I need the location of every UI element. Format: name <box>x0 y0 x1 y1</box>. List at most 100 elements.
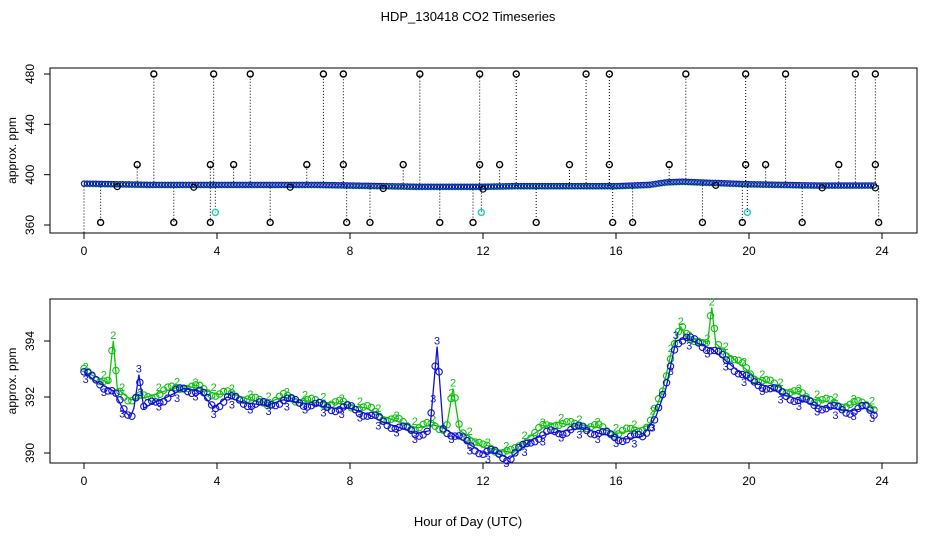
series-3-point <box>431 362 439 370</box>
series-2-marker-label: 2 <box>412 416 418 428</box>
top-point-blue <box>439 183 447 190</box>
series-3-marker-label: 3 <box>247 404 253 416</box>
series-3-point <box>778 388 786 396</box>
series-3-point <box>215 402 224 411</box>
top-point-blue <box>392 183 399 190</box>
series-2-point <box>658 387 667 395</box>
top-point-blue <box>532 182 540 190</box>
top-point-blue <box>843 182 851 189</box>
series-3-point <box>622 435 631 444</box>
series-2-point <box>112 366 120 375</box>
top-point-blue <box>858 182 866 189</box>
top-point-blue <box>152 181 159 188</box>
top-point-blue <box>95 180 103 187</box>
top-point-blue <box>230 181 237 188</box>
top-cyan-point <box>211 208 220 217</box>
top-spike-point-408 <box>399 160 407 169</box>
top-point-blue <box>652 180 659 187</box>
top-point-blue <box>311 181 318 188</box>
series-2-marker-label: 2 <box>650 406 656 418</box>
series-3-point <box>187 389 196 398</box>
top-point-blue <box>421 183 429 190</box>
series-3-point <box>870 411 878 419</box>
top-point-blue <box>344 182 351 189</box>
series-2-point <box>734 356 743 365</box>
top-point-blue <box>634 182 641 189</box>
series-3-marker-label: 3 <box>595 434 601 446</box>
top-point-blue <box>239 181 246 188</box>
series-2-point <box>567 417 575 426</box>
top-point-blue <box>389 183 396 190</box>
series-2-marker-label: 2 <box>192 377 198 389</box>
top-point-blue <box>658 179 665 187</box>
series-3-point <box>467 442 475 450</box>
series-2-marker-label: 2 <box>247 389 253 401</box>
series-3-marker-label: 3 <box>137 387 143 399</box>
top-point-blue <box>739 180 746 188</box>
series-2-point <box>355 405 364 413</box>
series-3-marker-label: 3 <box>357 413 363 425</box>
top-point-blue <box>424 183 432 190</box>
series-2-point <box>443 421 451 429</box>
top-point-blue <box>598 182 605 190</box>
series-2-marker-label: 2 <box>723 341 729 353</box>
series-2-point <box>335 396 344 405</box>
series-2-point <box>818 395 826 404</box>
series-2-point <box>164 383 172 391</box>
series-3-marker-label: 3 <box>704 348 710 360</box>
series-3-point <box>235 396 244 404</box>
series-3-point <box>315 398 324 407</box>
series-2-point <box>702 338 711 347</box>
top-point-blue <box>724 180 731 187</box>
top-spike-point-362 <box>798 218 806 227</box>
top-spike-point-480 <box>851 70 860 78</box>
top-point-blue <box>697 179 704 186</box>
top-point-blue <box>140 181 147 188</box>
series-2-marker-label: 2 <box>576 414 582 426</box>
top-point-blue <box>326 181 333 189</box>
top-point-blue <box>308 181 315 188</box>
top-point-blue <box>661 179 668 186</box>
top-point-blue <box>182 181 189 188</box>
series-3-point <box>227 391 236 400</box>
series-2-point <box>598 423 607 431</box>
top-point-blue <box>436 183 444 190</box>
top-point-blue <box>586 182 593 190</box>
top-point-blue <box>706 179 713 186</box>
series-3-point <box>543 427 551 436</box>
series-3-point <box>858 401 866 410</box>
top-y-tick-label: 480 <box>23 64 37 84</box>
top-spike-point-408 <box>871 160 880 169</box>
series-3-marker-label: 3 <box>613 438 619 450</box>
series-2-point <box>539 420 547 429</box>
series-3-marker-label: 3 <box>430 393 436 405</box>
top-point-blue <box>149 181 156 188</box>
top-point-blue <box>448 183 456 190</box>
series-3-marker-label: 3 <box>339 409 345 421</box>
series-3-point <box>746 374 755 382</box>
top-point-blue <box>251 181 258 188</box>
series-3-point <box>694 339 703 347</box>
top-point-blue <box>469 183 477 190</box>
series-2-point <box>563 418 571 426</box>
top-x-tick-label: 20 <box>742 244 756 258</box>
series-3-point <box>634 430 643 439</box>
top-point-blue <box>463 183 471 190</box>
top-spike-point-408 <box>835 160 843 169</box>
series-2-point <box>686 336 695 344</box>
series-2-marker-label: 2 <box>211 382 217 394</box>
series-2-point <box>479 440 487 448</box>
series-2-marker-label: 2 <box>393 410 399 422</box>
top-spike-point-408 <box>475 160 484 169</box>
series-2-marker-label: 2 <box>119 382 125 394</box>
series-3-point <box>726 362 735 370</box>
series-3-point <box>183 387 192 396</box>
top-point-blue <box>619 182 626 189</box>
top-point-blue <box>514 182 522 190</box>
top-point-blue <box>323 181 330 189</box>
top-point-blue <box>622 182 629 189</box>
top-point-blue <box>517 182 525 190</box>
top-point-blue <box>80 180 88 187</box>
series-2-marker-label: 2 <box>869 395 875 407</box>
top-point-blue <box>538 182 546 190</box>
